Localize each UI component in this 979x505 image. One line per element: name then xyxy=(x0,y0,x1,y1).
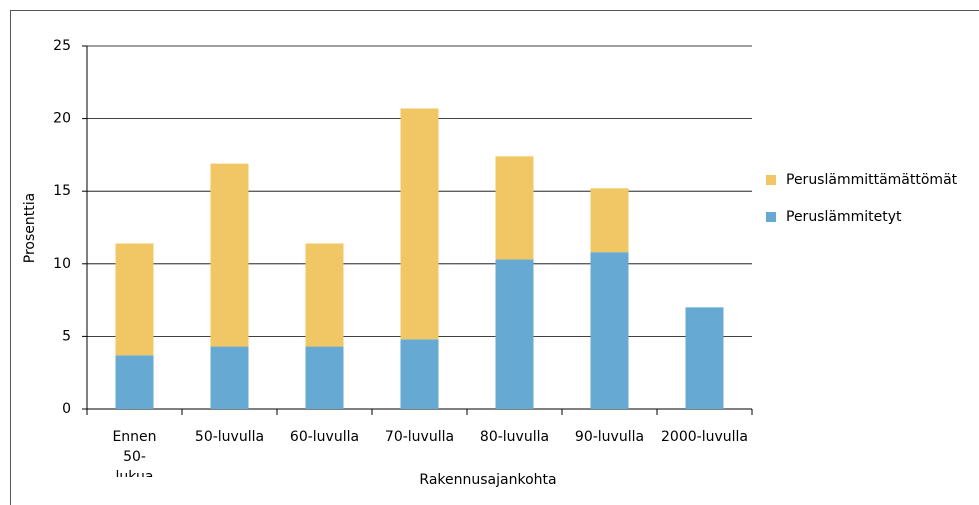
y-tick-label: 10 xyxy=(53,256,71,272)
bar xyxy=(400,339,439,409)
x-tick-label: 80-luvulla xyxy=(479,429,550,445)
frame xyxy=(10,10,979,505)
bar xyxy=(495,259,534,409)
x-tick-label-box: 80-luvulla xyxy=(479,429,550,445)
x-tick-label: Ennen 50-lukua xyxy=(112,429,157,477)
bar xyxy=(210,163,249,347)
bar xyxy=(305,243,344,347)
y-tick-label: 5 xyxy=(62,328,71,344)
y-tick-label: 20 xyxy=(53,111,71,127)
y-tick-label: 0 xyxy=(62,401,71,417)
bar xyxy=(305,346,344,409)
x-tick-label-box: 90-luvulla xyxy=(574,429,645,445)
y-tick-label: 25 xyxy=(53,38,71,54)
bar xyxy=(590,252,629,409)
x-tick-label-box: 70-luvulla xyxy=(384,429,455,445)
bar xyxy=(400,108,439,340)
bar xyxy=(210,346,249,409)
bar xyxy=(590,188,629,253)
legend-swatch xyxy=(766,175,776,185)
x-tick-label: 50-luvulla xyxy=(194,429,265,445)
x-tick-label: 2000-luvulla xyxy=(661,429,748,445)
bar xyxy=(685,307,724,409)
bar xyxy=(495,156,534,260)
y-axis-label: Prosenttia xyxy=(22,193,38,263)
y-tick-label: 15 xyxy=(53,183,71,199)
x-tick-label-box: 50-luvulla xyxy=(194,429,265,445)
legend-label: Peruslämmitetyt xyxy=(786,209,902,225)
legend-label: Peruslämmittämättömät xyxy=(786,172,958,188)
legend-swatch xyxy=(766,212,776,222)
bar xyxy=(115,243,154,356)
x-tick-label-box: Ennen 50-lukua xyxy=(112,429,157,477)
x-tick-label-box: 60-luvulla xyxy=(289,429,360,445)
x-tick-label-box: 2000-luvulla xyxy=(661,429,748,445)
x-tick-label: 90-luvulla xyxy=(574,429,645,445)
x-axis-label: Rakennusajankohta xyxy=(419,472,556,488)
bar xyxy=(115,355,154,409)
x-tick-label: 60-luvulla xyxy=(289,429,360,445)
x-tick-label: 70-luvulla xyxy=(384,429,455,445)
